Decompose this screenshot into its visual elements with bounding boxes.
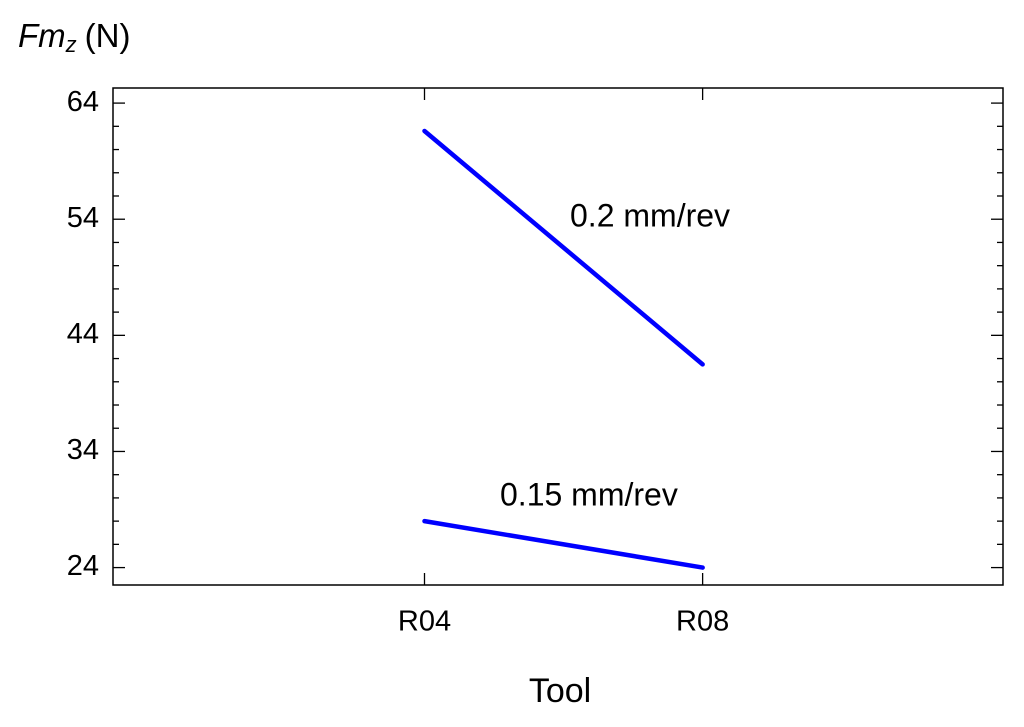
- y-label-subscript: z: [65, 32, 77, 57]
- y-axis-label: Fmz (N): [18, 17, 130, 57]
- x-tick-label: R04: [398, 606, 451, 638]
- y-label-unit: (N): [85, 17, 131, 54]
- x-axis-label: Tool: [529, 672, 591, 710]
- y-tick-label: 64: [67, 86, 99, 118]
- y-label-main: Fm: [18, 17, 66, 54]
- series-label: 0.2 mm/rev: [570, 197, 730, 233]
- x-tick-label: R08: [676, 606, 729, 638]
- plot-frame: [112, 87, 1004, 586]
- series-label: 0.15 mm/rev: [500, 476, 678, 512]
- series-line: [422, 128, 705, 367]
- y-tick-label: 54: [67, 202, 99, 234]
- y-tick-label: 44: [67, 318, 99, 350]
- y-tick-label: 24: [67, 550, 99, 582]
- y-tick-label: 34: [67, 434, 99, 466]
- series-line: [422, 518, 705, 570]
